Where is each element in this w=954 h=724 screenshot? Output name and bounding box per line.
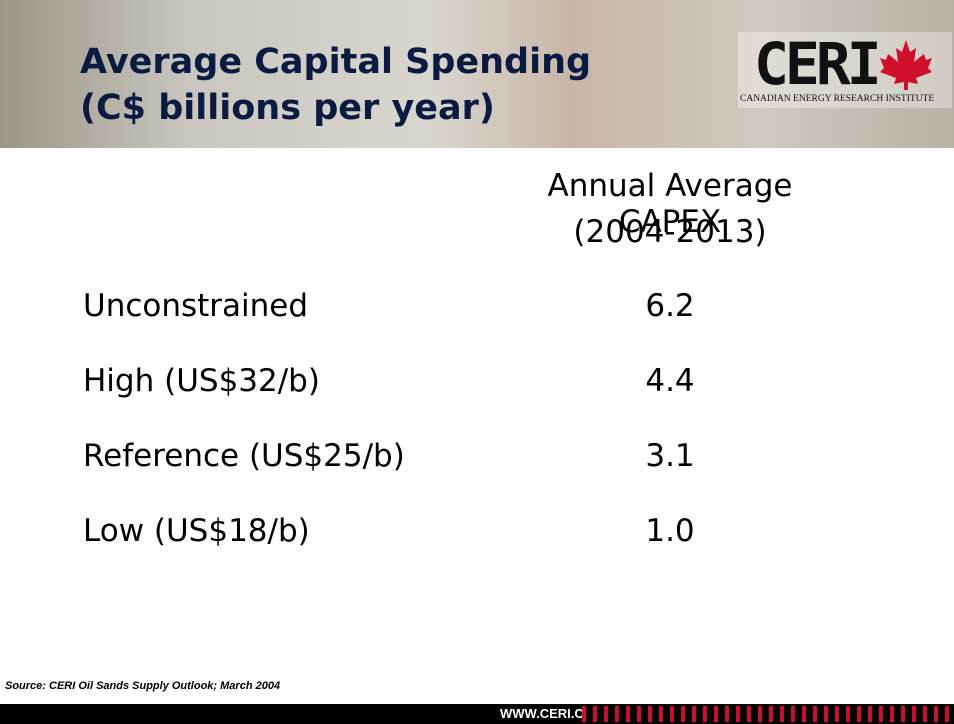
header-band: Average Capital Spending (C$ billions pe… — [0, 0, 954, 148]
row-value: 6.2 — [645, 288, 695, 324]
logo: CERI CANADIAN ENERGY RESEARCH INSTITUTE — [738, 30, 952, 108]
maple-leaf — [880, 40, 932, 90]
footer: WWW.CERI.CA — [0, 704, 954, 724]
source-note: Source: CERI Oil Sands Supply Outlook; M… — [5, 680, 281, 692]
column-header: Annual Average CAPEX — [547, 168, 793, 240]
footer-url: WWW.CERI.CA — [500, 706, 594, 721]
title-line: (C$ billions per year) — [80, 88, 495, 128]
row-value: 1.0 — [645, 513, 695, 549]
row-label: Unconstrained — [83, 288, 309, 324]
column-header: (2004-2013) — [573, 214, 767, 250]
row-value: 4.4 — [645, 363, 695, 399]
footer-stripes — [582, 706, 954, 722]
row-label: Low (US$18/b) — [83, 513, 310, 549]
logo-subtitle: CANADIAN ENERGY RESEARCH INSTITUTE — [740, 94, 935, 104]
row-label: Reference (US$25/b) — [83, 438, 405, 474]
title-line: Average Capital Spending — [80, 42, 592, 82]
row-label: High (US$32/b) — [83, 363, 320, 399]
row-value: 3.1 — [645, 438, 695, 474]
logo-name: CERI — [754, 30, 882, 98]
